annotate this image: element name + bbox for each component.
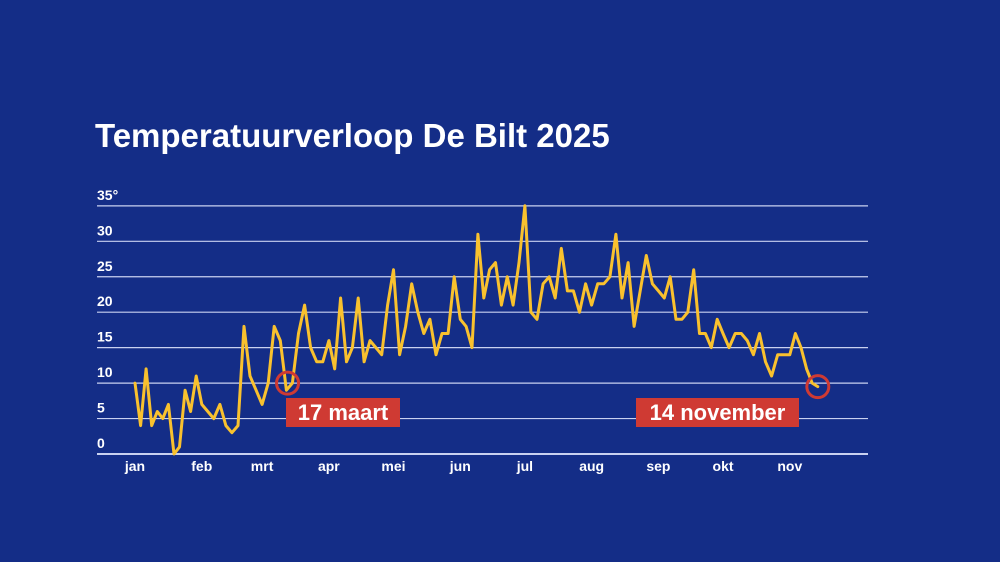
annotation-marker-circle: [805, 374, 831, 400]
x-tick-label-apr: apr: [318, 458, 340, 474]
annotation-marker-circle: [275, 370, 301, 396]
x-tick-label-jun: jun: [449, 458, 471, 474]
x-tick-label-feb: feb: [191, 458, 212, 474]
annotation-label-box: [286, 398, 400, 427]
x-tick-label-aug: aug: [579, 458, 604, 474]
y-tick-label: 25: [97, 258, 113, 274]
x-tick-label-jan: jan: [124, 458, 145, 474]
x-tick-label-sep: sep: [646, 458, 670, 474]
x-tick-label-jul: jul: [516, 458, 533, 474]
x-tick-label-mei: mei: [381, 458, 405, 474]
y-tick-label: 5: [97, 400, 105, 416]
annotation-label-box: [636, 398, 799, 427]
y-tick-label: 10: [97, 364, 113, 380]
x-tick-label-okt: okt: [713, 458, 734, 474]
chart-title: Temperatuurverloop De Bilt 2025: [95, 117, 610, 154]
y-tick-label: 30: [97, 222, 113, 238]
annotation-label: 14 november: [650, 400, 786, 425]
y-tick-label: 20: [97, 293, 113, 309]
y-tick-label: 15: [97, 329, 113, 345]
y-tick-label: 35°: [97, 187, 118, 203]
annotation-label: 17 maart: [298, 400, 389, 425]
y-tick-label: 0: [97, 435, 105, 451]
temperature-line: [133, 204, 820, 456]
x-tick-label-nov: nov: [777, 458, 802, 474]
x-tick-label-mrt: mrt: [251, 458, 274, 474]
